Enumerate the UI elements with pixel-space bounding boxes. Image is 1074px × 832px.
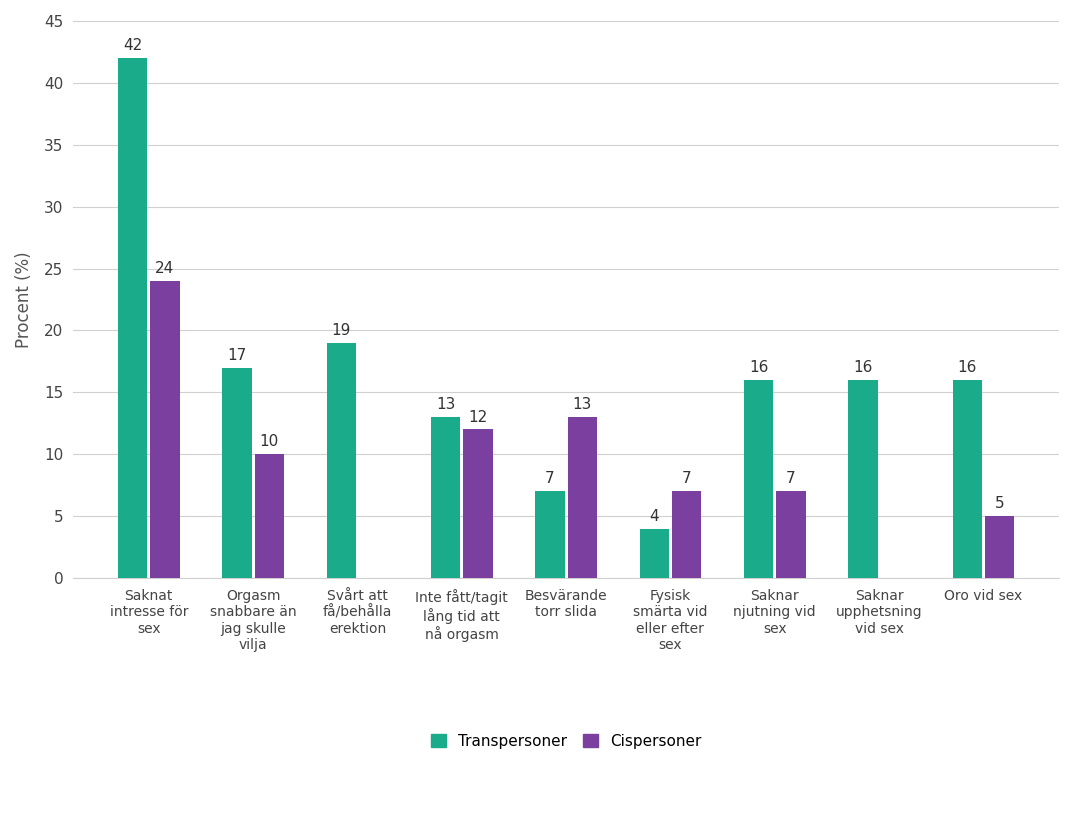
Text: 5: 5	[995, 496, 1004, 511]
Text: 13: 13	[572, 397, 592, 412]
Text: 7: 7	[786, 472, 796, 487]
Text: 13: 13	[436, 397, 455, 412]
Bar	[431, 417, 461, 578]
Bar	[568, 417, 597, 578]
Bar	[744, 380, 773, 578]
Bar	[222, 368, 251, 578]
Text: 42: 42	[124, 38, 142, 53]
Bar	[672, 492, 701, 578]
Text: 16: 16	[853, 360, 872, 375]
Bar	[985, 516, 1014, 578]
Text: 4: 4	[650, 508, 659, 523]
Text: 19: 19	[332, 323, 351, 338]
Text: 10: 10	[260, 434, 279, 449]
Text: 7: 7	[682, 472, 692, 487]
Text: 16: 16	[749, 360, 768, 375]
Text: 24: 24	[156, 261, 175, 276]
Bar	[777, 492, 806, 578]
Bar	[535, 492, 565, 578]
Text: 12: 12	[468, 409, 488, 424]
Bar	[463, 429, 493, 578]
Y-axis label: Procent (%): Procent (%)	[15, 251, 33, 348]
Text: 17: 17	[228, 348, 247, 363]
Text: 7: 7	[546, 472, 555, 487]
Text: 16: 16	[958, 360, 977, 375]
Legend: Transpersoner, Cispersoner: Transpersoner, Cispersoner	[431, 734, 701, 749]
Bar	[118, 58, 147, 578]
Bar	[848, 380, 877, 578]
Bar	[953, 380, 982, 578]
Bar	[326, 343, 355, 578]
Bar	[640, 528, 669, 578]
Bar	[255, 454, 284, 578]
Bar	[150, 281, 179, 578]
